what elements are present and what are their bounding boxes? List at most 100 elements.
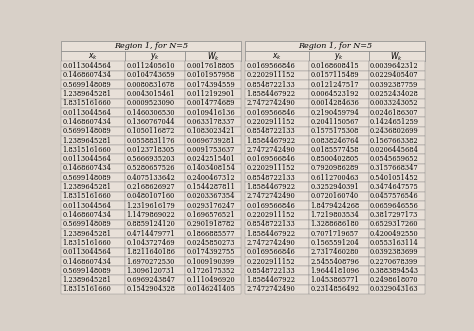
Text: 0.0252434028: 0.0252434028 xyxy=(370,90,419,98)
Text: 0.0014774689: 0.0014774689 xyxy=(186,99,235,107)
Bar xyxy=(125,192,185,201)
Text: Region 1, for N=5: Region 1, for N=5 xyxy=(114,42,188,50)
Bar xyxy=(369,182,425,192)
Bar xyxy=(125,219,185,229)
Bar xyxy=(125,248,185,257)
Text: 0.2202911152: 0.2202911152 xyxy=(246,258,295,265)
Text: 0.0558831176: 0.0558831176 xyxy=(127,136,175,145)
Bar xyxy=(185,173,241,182)
Text: 0.1460306530: 0.1460306530 xyxy=(127,109,175,117)
Bar xyxy=(61,266,125,275)
Text: 0.6112700463: 0.6112700463 xyxy=(310,174,359,182)
Bar xyxy=(309,248,369,257)
Text: 0.0480107160: 0.0480107160 xyxy=(127,192,175,200)
Bar xyxy=(125,210,185,219)
Bar xyxy=(369,117,425,126)
Bar xyxy=(61,229,125,238)
Text: 0.1866885577: 0.1866885577 xyxy=(186,230,235,238)
Text: 0.1468607434: 0.1468607434 xyxy=(63,165,111,172)
Text: 1.8211640186: 1.8211640186 xyxy=(127,248,175,256)
Bar xyxy=(245,275,309,285)
Text: 0.0168608415: 0.0168608415 xyxy=(310,62,359,70)
Text: 0.0113044564: 0.0113044564 xyxy=(63,202,111,210)
Text: 1.2389645281: 1.2389645281 xyxy=(63,183,111,191)
Bar xyxy=(125,173,185,182)
Text: 1.2319616179: 1.2319616179 xyxy=(127,202,175,210)
Text: 0.5699148089: 0.5699148089 xyxy=(63,174,111,182)
Bar xyxy=(369,80,425,89)
Text: 1.7219803534: 1.7219803534 xyxy=(310,211,359,219)
Bar xyxy=(61,192,125,201)
Bar xyxy=(125,229,185,238)
Bar xyxy=(125,51,185,61)
Text: 0.1567663382: 0.1567663382 xyxy=(370,136,419,145)
Text: 1.3288686180: 1.3288686180 xyxy=(310,220,359,228)
Bar xyxy=(369,136,425,145)
Text: 0.1110496920: 0.1110496920 xyxy=(186,276,235,284)
Bar xyxy=(309,275,369,285)
Bar xyxy=(245,201,309,210)
Bar xyxy=(61,275,125,285)
Text: 0.8548722133: 0.8548722133 xyxy=(246,220,295,228)
Text: 1.1479869022: 1.1479869022 xyxy=(127,211,175,219)
Text: 0.8500402805: 0.8500402805 xyxy=(310,155,358,163)
Text: 0.1468607434: 0.1468607434 xyxy=(63,118,111,126)
Text: 1.2389645281: 1.2389645281 xyxy=(63,136,111,145)
Text: 0.0113044564: 0.0113044564 xyxy=(63,155,111,163)
Text: 2.7317460280: 2.7317460280 xyxy=(310,248,359,256)
Bar xyxy=(245,210,309,219)
Text: 1.8315161660: 1.8315161660 xyxy=(63,239,111,247)
Bar xyxy=(61,117,125,126)
Bar xyxy=(369,266,425,275)
Text: 0.0014284636: 0.0014284636 xyxy=(310,99,359,107)
Text: 0.1565591204: 0.1565591204 xyxy=(310,239,359,247)
Bar xyxy=(369,173,425,182)
Text: 0.8548722133: 0.8548722133 xyxy=(246,81,295,89)
Bar xyxy=(245,229,309,238)
Text: 2.7472742490: 2.7472742490 xyxy=(246,285,295,293)
Bar xyxy=(61,182,125,192)
Text: 0.0109416136: 0.0109416136 xyxy=(186,109,235,117)
Text: 0.0080831678: 0.0080831678 xyxy=(127,81,175,89)
Text: 1.8584467922: 1.8584467922 xyxy=(246,183,295,191)
Text: 0.0229405407: 0.0229405407 xyxy=(370,71,419,79)
Bar xyxy=(245,285,309,294)
Bar xyxy=(125,266,185,275)
Text: 1.8479424268: 1.8479424268 xyxy=(310,202,359,210)
Bar xyxy=(245,126,309,136)
Bar xyxy=(185,219,241,229)
Text: 0.3157668347: 0.3157668347 xyxy=(370,165,419,172)
Bar xyxy=(125,238,185,248)
Text: 0.7071719657: 0.7071719657 xyxy=(310,230,358,238)
Bar xyxy=(125,99,185,108)
Text: 0.7920986289: 0.7920986289 xyxy=(310,165,359,172)
Bar xyxy=(61,136,125,145)
Text: 0.0720160740: 0.0720160740 xyxy=(310,192,358,200)
Text: 0.1544287811: 0.1544287811 xyxy=(186,183,235,191)
Bar xyxy=(245,182,309,192)
Bar xyxy=(309,201,369,210)
Bar xyxy=(61,41,241,51)
Text: 0.1575175308: 0.1575175308 xyxy=(310,127,358,135)
Text: 0.1468607434: 0.1468607434 xyxy=(63,71,111,79)
Bar xyxy=(185,155,241,164)
Text: 0.0101957958: 0.0101957958 xyxy=(186,71,235,79)
Bar xyxy=(309,173,369,182)
Bar xyxy=(185,201,241,210)
Text: 0.2314856492: 0.2314856492 xyxy=(310,285,359,293)
Text: 0.8548722133: 0.8548722133 xyxy=(246,127,295,135)
Text: 1.2389645281: 1.2389645281 xyxy=(63,276,111,284)
Text: 0.2202911152: 0.2202911152 xyxy=(246,71,295,79)
Bar xyxy=(245,257,309,266)
Text: 0.2901918782: 0.2901918782 xyxy=(186,220,235,228)
Bar xyxy=(245,61,309,71)
Bar xyxy=(309,229,369,238)
Text: 0.0174392755: 0.0174392755 xyxy=(186,248,235,256)
Bar xyxy=(309,99,369,108)
Text: $y_k$: $y_k$ xyxy=(150,51,160,62)
Bar xyxy=(125,257,185,266)
Bar xyxy=(245,51,309,61)
Bar xyxy=(61,155,125,164)
Bar xyxy=(61,285,125,294)
Bar xyxy=(185,257,241,266)
